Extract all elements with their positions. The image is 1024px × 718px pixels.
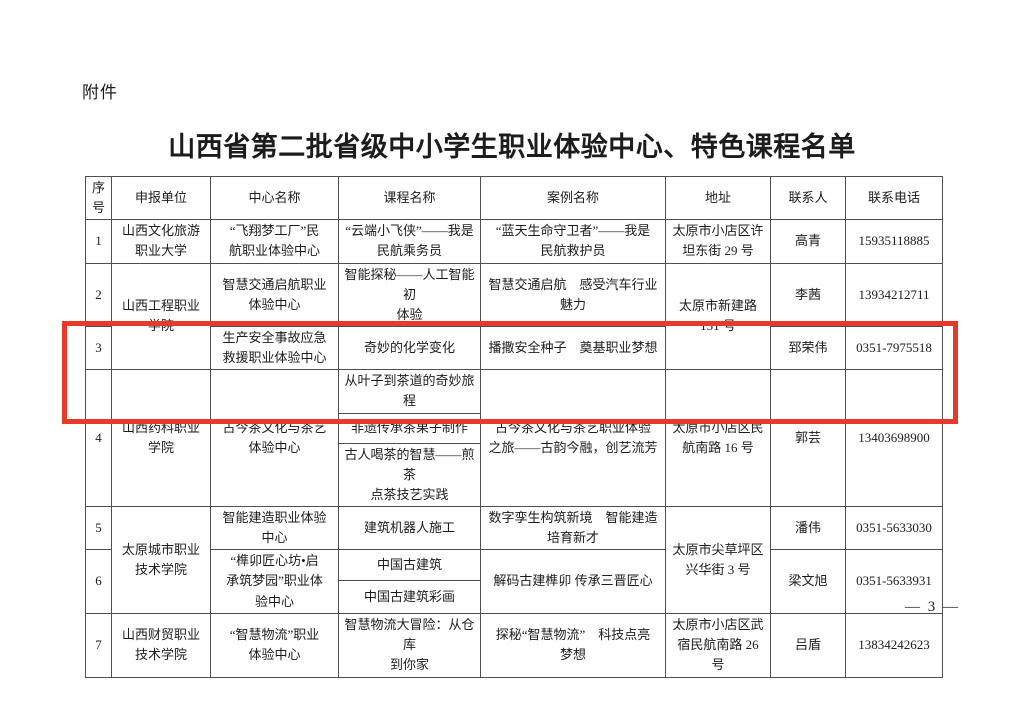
cell-contact: 郅荣伟: [770, 325, 846, 371]
cell-phone: 0351-5633931: [845, 549, 943, 614]
cell-contact: 郭芸: [770, 369, 846, 507]
table-row: 3 生产安全事故应急 救援职业体验中心 奇妙的化学变化 播撒安全种子 奠基职业梦…: [85, 325, 943, 371]
cell-phone: 13403698900: [845, 369, 943, 507]
cell-unit: 山西药科职业 学院: [111, 369, 211, 507]
header-seq: 序号: [85, 175, 112, 221]
table-row-highlighted: 4 山西药科职业 学院 古今茶文化与茶艺 体验中心 从叶子到茶道的奇妙旅程 古今…: [85, 369, 943, 507]
header-center: 中心名称: [210, 175, 339, 221]
cell-phone: 0351-5633030: [845, 505, 943, 551]
page-title: 山西省第二批省级中小学生职业体验中心、特色课程名单: [168, 132, 856, 162]
cell-course: 奇妙的化学变化: [338, 325, 481, 371]
cell-seq: 2: [85, 262, 112, 327]
cell-center: 古今茶文化与茶艺 体验中心: [210, 369, 339, 507]
cell-seq: 1: [85, 219, 112, 264]
cell-contact: 高青: [770, 219, 846, 264]
header-address: 地址: [665, 175, 771, 221]
cell-unit: 太原城市职业 技术学院: [111, 505, 211, 614]
cell-course: 建筑机器人施工: [338, 505, 481, 551]
cell-center: 智能建造职业体验 中心: [210, 505, 339, 551]
header-case: 案例名称: [480, 175, 666, 221]
cell-case: 播撒安全种子 奠基职业梦想: [480, 325, 666, 371]
attachment-label: 附件: [82, 83, 118, 102]
header-contact: 联系人: [770, 175, 846, 221]
cell-course: “云端小飞侠”——我是 民航乘务员: [338, 219, 481, 264]
cell-phone: 13834242623: [845, 612, 943, 678]
cell-course: 中国古建筑: [338, 549, 481, 582]
cell-center: 生产安全事故应急 救援职业体验中心: [210, 325, 339, 371]
table-row: 6 “榫卯匠心坊•启 承筑梦园”职业体 验中心 中国古建筑 解码古建榫卯 传承三…: [85, 549, 943, 614]
table-row: 7 山西财贸职业 技术学院 “智慧物流”职业 体验中心 智慧物流大冒险：从仓库 …: [85, 612, 943, 678]
table-row: 5 太原城市职业 技术学院 智能建造职业体验 中心 建筑机器人施工 数字孪生构筑…: [85, 505, 943, 614]
header-course: 课程名称: [338, 175, 481, 221]
cell-course: 智能探秘——人工智能初 体验: [338, 262, 481, 327]
cell-contact: 李茜: [770, 262, 846, 327]
cell-unit: 山西工程职业 学院: [111, 262, 211, 371]
cell-address: 太原市尖草坪区 兴华街 3 号: [665, 505, 771, 614]
cell-course: 非遗传承茶果子制作: [338, 412, 481, 444]
cell-phone: 13934212711: [845, 262, 943, 327]
cell-contact: 梁文旭: [770, 549, 846, 614]
cell-seq: 3: [85, 325, 112, 371]
cell-case: 探秘“智慧物流” 科技点亮 梦想: [480, 612, 666, 678]
table-header-row: 序号 申报单位 中心名称 课程名称 案例名称 地址 联系人 联系电话: [85, 175, 943, 221]
cell-course: 智慧物流大冒险：从仓库 到你家: [338, 612, 481, 678]
cell-case: 古今茶文化与茶艺职业体验 之旅——古韵今融，创艺流芳: [480, 369, 666, 507]
cell-case: 智慧交通启航 感受汽车行业 魅力: [480, 262, 666, 327]
header-phone: 联系电话: [845, 175, 943, 221]
cell-course: 从叶子到茶道的奇妙旅程: [338, 369, 481, 414]
cell-center: “飞翔梦工厂”民 航职业体验中心: [210, 219, 339, 264]
table-row: 1 山西文化旅游 职业大学 “飞翔梦工厂”民 航职业体验中心 “云端小飞侠”——…: [85, 219, 943, 264]
cell-seq: 5: [85, 505, 112, 551]
header-unit: 申报单位: [111, 175, 211, 221]
cell-center: “榫卯匠心坊•启 承筑梦园”职业体 验中心: [210, 549, 339, 614]
cell-case: 解码古建榫卯 传承三晋匠心: [480, 549, 666, 614]
cell-contact: 吕盾: [770, 612, 846, 678]
centers-table: 序号 申报单位 中心名称 课程名称 案例名称 地址 联系人 联系电话 1 山西文…: [85, 175, 943, 678]
cell-unit: 山西文化旅游 职业大学: [111, 219, 211, 264]
cell-seq: 6: [85, 549, 112, 614]
cell-phone: 0351-7975518: [845, 325, 943, 371]
cell-phone: 15935118885: [845, 219, 943, 264]
cell-center: “智慧物流”职业 体验中心: [210, 612, 339, 678]
table-subrow: 古人喝茶的智慧——煎茶 点茶技艺实践: [86, 442, 943, 507]
cell-case: 数字孪生构筑新境 智能建造 培育新才: [480, 505, 666, 551]
cell-address: 太原市小店区民 航南路 16 号: [665, 369, 771, 507]
cell-address: 太原市新建路 131 号: [665, 262, 771, 371]
cell-case: “蓝天生命守卫者”——我是 民航救护员: [480, 219, 666, 264]
table-subrow: 中国古建筑彩画: [86, 580, 943, 614]
cell-address: 太原市小店区武 宿民航南路 26 号: [665, 612, 771, 678]
cell-course: 中国古建筑彩画: [338, 580, 481, 614]
cell-contact: 潘伟: [770, 505, 846, 551]
table-row: 2 山西工程职业 学院 智慧交通启航职业 体验中心 智能探秘——人工智能初 体验…: [85, 262, 943, 371]
page-number: — 3 —: [905, 599, 960, 615]
cell-seq: 7: [85, 612, 112, 678]
cell-address: 太原市小店区许 坦东街 29 号: [665, 219, 771, 264]
cell-unit: 山西财贸职业 技术学院: [111, 612, 211, 678]
cell-seq: 4: [85, 369, 112, 507]
cell-course: 古人喝茶的智慧——煎茶 点茶技艺实践: [338, 442, 481, 507]
cell-center: 智慧交通启航职业 体验中心: [210, 262, 339, 327]
